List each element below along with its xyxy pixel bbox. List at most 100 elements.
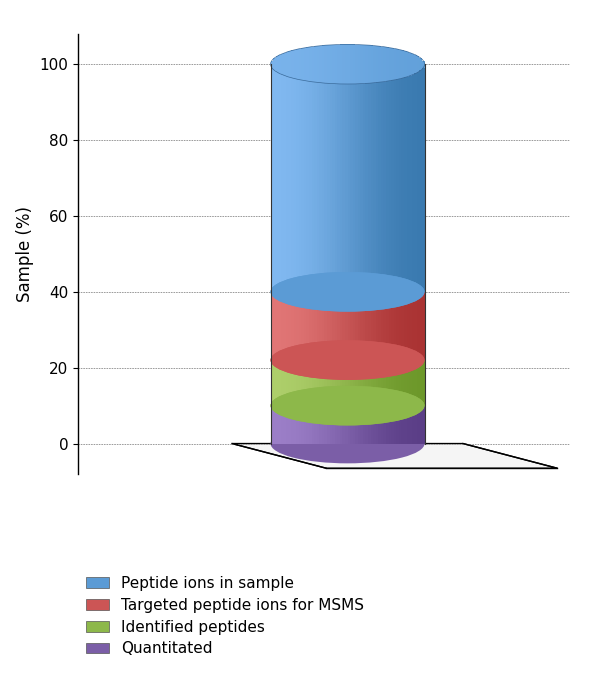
Bar — [314, 360, 317, 406]
Bar — [304, 360, 307, 406]
Bar — [296, 360, 299, 406]
Bar — [319, 292, 322, 360]
Bar — [299, 49, 301, 80]
Bar — [363, 292, 365, 360]
Bar — [319, 64, 322, 292]
Bar — [283, 406, 286, 443]
Bar — [373, 45, 376, 83]
Bar — [386, 360, 389, 406]
Bar — [407, 406, 409, 443]
Bar — [401, 64, 404, 292]
Bar — [399, 292, 401, 360]
Bar — [394, 360, 397, 406]
Bar — [379, 46, 381, 82]
Bar — [293, 406, 296, 443]
Bar — [397, 292, 399, 360]
Bar — [379, 292, 381, 360]
Bar — [381, 64, 383, 292]
Bar — [325, 45, 327, 83]
Bar — [419, 406, 422, 443]
Bar — [404, 51, 407, 77]
Bar — [332, 292, 335, 360]
Bar — [345, 45, 347, 84]
Bar — [353, 360, 355, 406]
Bar — [401, 50, 404, 78]
Bar — [332, 64, 335, 292]
Polygon shape — [232, 443, 557, 468]
Bar — [404, 406, 407, 443]
Bar — [379, 360, 381, 406]
Bar — [271, 292, 273, 360]
Bar — [371, 360, 373, 406]
Bar — [379, 64, 381, 292]
Bar — [278, 64, 281, 292]
Bar — [358, 64, 361, 292]
Bar — [317, 64, 319, 292]
Bar — [350, 292, 353, 360]
Bar — [273, 406, 275, 443]
Bar — [286, 52, 289, 77]
Bar — [299, 292, 301, 360]
Bar — [275, 56, 278, 72]
Bar — [301, 292, 304, 360]
Bar — [386, 406, 389, 443]
Bar — [299, 360, 301, 406]
Bar — [311, 406, 314, 443]
Bar — [273, 292, 275, 360]
Bar — [314, 406, 317, 443]
Bar — [361, 406, 363, 443]
Bar — [358, 45, 361, 84]
Bar — [322, 292, 325, 360]
Bar — [289, 64, 291, 292]
Bar — [350, 360, 353, 406]
Bar — [419, 360, 422, 406]
Bar — [417, 64, 419, 292]
Bar — [358, 292, 361, 360]
Bar — [347, 406, 350, 443]
Bar — [335, 45, 337, 84]
Bar — [394, 406, 397, 443]
Bar — [317, 46, 319, 83]
Bar — [414, 64, 417, 292]
Bar — [347, 292, 350, 360]
Bar — [419, 64, 422, 292]
Bar — [399, 49, 401, 79]
Bar — [296, 64, 299, 292]
Bar — [296, 292, 299, 360]
Bar — [412, 53, 414, 74]
Bar — [275, 360, 278, 406]
Bar — [363, 64, 365, 292]
Bar — [271, 360, 273, 406]
Bar — [361, 292, 363, 360]
Bar — [289, 360, 291, 406]
Bar — [327, 64, 329, 292]
Bar — [309, 292, 311, 360]
Bar — [386, 47, 389, 81]
Bar — [353, 292, 355, 360]
Bar — [317, 360, 319, 406]
Bar — [275, 406, 278, 443]
Bar — [304, 292, 307, 360]
Bar — [307, 406, 309, 443]
Bar — [412, 360, 414, 406]
Bar — [417, 56, 419, 72]
Bar — [350, 406, 353, 443]
Bar — [376, 46, 379, 83]
Bar — [345, 64, 347, 292]
Bar — [353, 45, 355, 84]
Bar — [391, 48, 394, 81]
Bar — [317, 292, 319, 360]
Bar — [273, 64, 275, 292]
Bar — [373, 406, 376, 443]
Bar — [293, 292, 296, 360]
Bar — [343, 292, 345, 360]
Bar — [401, 406, 404, 443]
Bar — [422, 406, 425, 443]
Bar — [371, 45, 373, 83]
Bar — [355, 45, 358, 84]
Bar — [389, 406, 391, 443]
Bar — [335, 360, 337, 406]
Bar — [296, 49, 299, 79]
Bar — [327, 292, 329, 360]
Bar — [319, 406, 322, 443]
